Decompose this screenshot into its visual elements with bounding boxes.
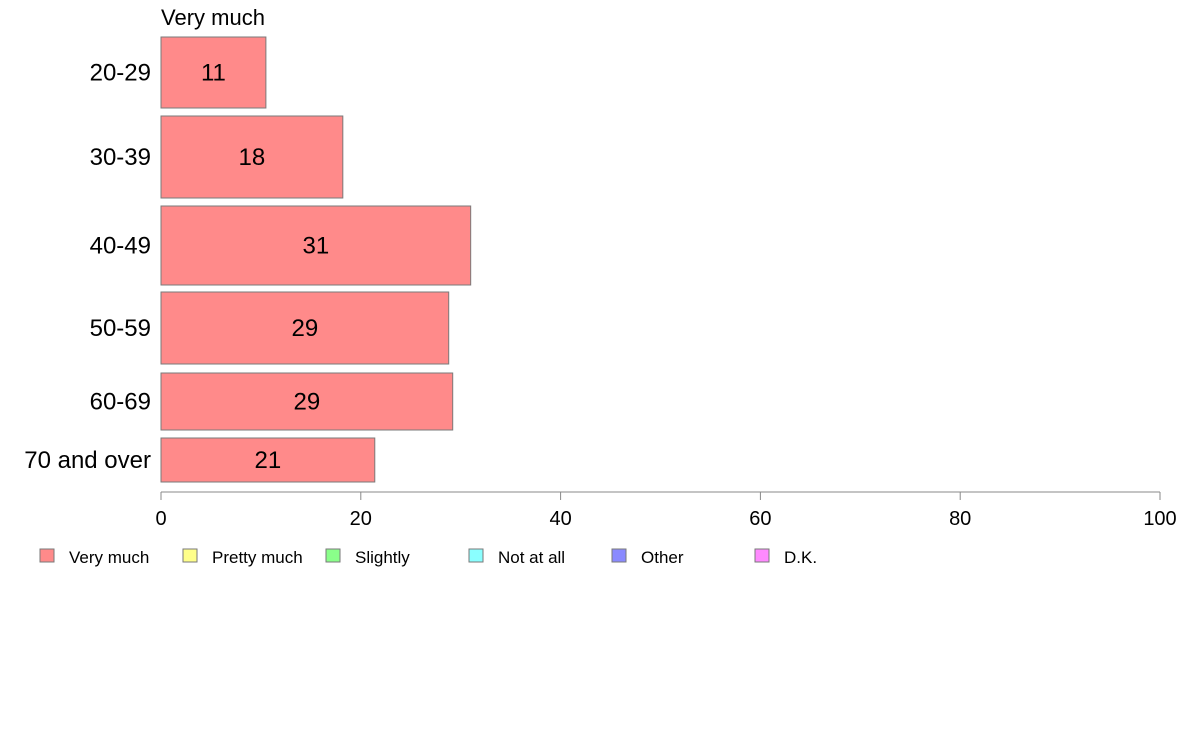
x-axis: 0 20 40 60 80 100 (155, 491, 1177, 530)
x-tick-label: 60 (749, 508, 771, 530)
data-label: 31 (302, 233, 329, 260)
bar-40-49 (160, 205, 472, 286)
bars-group (160, 36, 472, 483)
x-tick-label: 40 (549, 508, 571, 530)
category-label: 60-69 (90, 389, 151, 416)
category-label: 50-59 (90, 315, 151, 342)
legend-entry: Slightly (355, 548, 410, 567)
panel-title: Very much (161, 5, 265, 30)
data-label: 21 (255, 447, 282, 474)
category-labels: 20-29 30-39 40-49 50-59 60-69 70 and over (24, 60, 151, 475)
bar-50-59 (160, 291, 450, 365)
category-label: 30-39 (90, 144, 151, 171)
category-label: 40-49 (90, 233, 151, 260)
legend-swatch (39, 548, 55, 563)
legend-swatch (611, 548, 627, 563)
bar-30-39 (160, 115, 344, 199)
bar-60-69 (160, 372, 454, 431)
x-tick-label: 20 (350, 508, 372, 530)
x-tick-label: 80 (949, 508, 971, 530)
x-tick-label: 0 (155, 508, 166, 530)
data-labels: 11 18 31 29 29 21 (201, 60, 329, 475)
legend-entry: Pretty much (212, 548, 303, 567)
category-label: 70 and over (24, 447, 151, 474)
data-label: 29 (294, 389, 321, 416)
data-label: 18 (239, 144, 266, 171)
legend-entry: D.K. (784, 548, 817, 567)
legend-entry: Not at all (498, 548, 565, 567)
data-label: 29 (292, 315, 319, 342)
legend-swatch (468, 548, 484, 563)
bar-70-and-over (160, 437, 376, 483)
legend-entry: Very much (69, 548, 149, 567)
legend-swatch (754, 548, 770, 563)
legend-entry: Other (641, 548, 684, 567)
data-label: 11 (201, 60, 226, 87)
legend-swatch (325, 548, 341, 563)
legend: Very much Pretty much Slightly Not at all Ot… (39, 548, 817, 567)
category-label: 20-29 (90, 60, 151, 87)
legend-swatch (182, 548, 198, 563)
bar-20-29 (160, 36, 267, 109)
x-tick-label: 100 (1143, 508, 1176, 530)
